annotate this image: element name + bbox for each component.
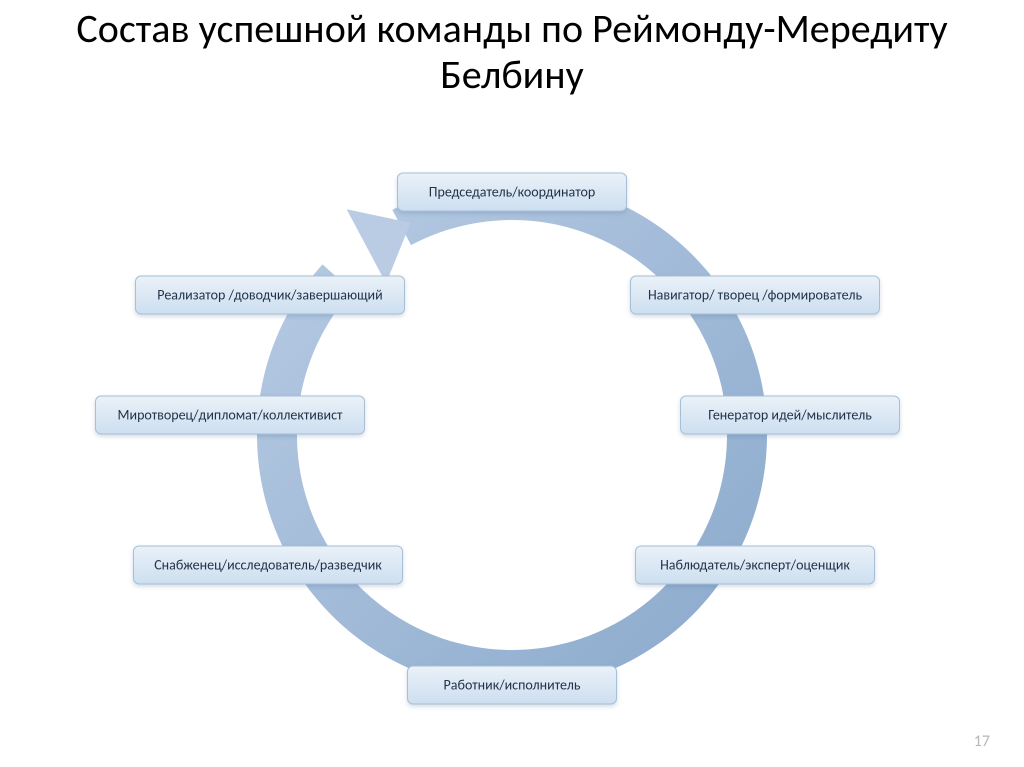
page-title: Состав успешной команды по Реймонду-Мере… (0, 0, 1024, 98)
cycle-node-label: Миротворец/дипломат/коллективист (118, 407, 343, 424)
cycle-node: Генератор идей/мыслитель (680, 396, 900, 435)
cycle-node-label: Реализатор /доводчик/завершающий (157, 287, 382, 304)
cycle-node: Наблюдатель/эксперт/оценщик (635, 546, 875, 585)
cycle-node: Снабженец/исследователь/разведчик (133, 546, 403, 585)
cycle-node: Навигатор/ творец /формирователь (630, 276, 880, 315)
cycle-node-label: Снабженец/исследователь/разведчик (154, 557, 382, 574)
cycle-node: Председатель/координатор (397, 173, 627, 212)
cycle-node: Работник/исполнитель (407, 666, 617, 705)
cycle-node-label: Наблюдатель/эксперт/оценщик (660, 557, 850, 574)
page-number: 17 (974, 732, 990, 751)
cycle-node-label: Генератор идей/мыслитель (708, 407, 872, 424)
cycle-node-label: Работник/исполнитель (444, 677, 581, 694)
cycle-node: Миротворец/дипломат/коллективист (95, 396, 365, 435)
cycle-node-label: Навигатор/ творец /формирователь (648, 287, 862, 304)
cycle-node: Реализатор /доводчик/завершающий (135, 276, 405, 315)
cycle-diagram: Председатель/координатор Навигатор/ творе… (0, 110, 1024, 750)
cycle-node-label: Председатель/координатор (429, 184, 595, 201)
